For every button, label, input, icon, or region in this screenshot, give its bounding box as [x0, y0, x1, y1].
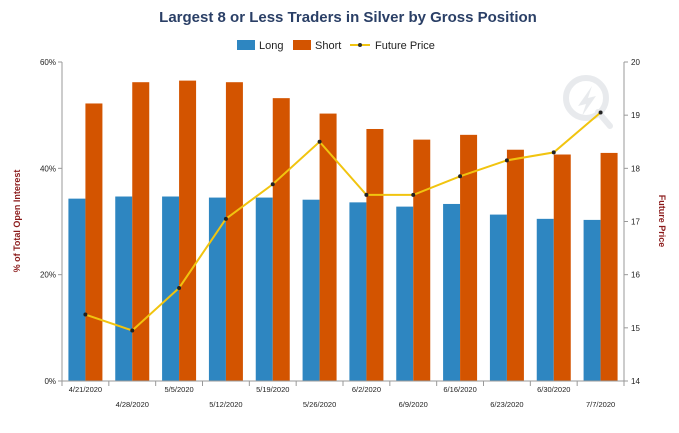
bar-short — [85, 103, 103, 381]
bar-short — [132, 82, 150, 381]
x-tick-label: 5/19/2020 — [256, 385, 289, 394]
bar-long — [489, 214, 507, 381]
point-future-price — [177, 285, 182, 290]
bar-short — [179, 80, 197, 381]
point-future-price — [458, 174, 463, 179]
y2-tick-label: 19 — [631, 111, 640, 120]
y2-tick-label: 14 — [631, 377, 640, 386]
bar-short — [460, 134, 478, 381]
point-future-price — [270, 182, 275, 187]
legend: Long Short Future Price — [237, 40, 435, 52]
bar-short — [600, 152, 618, 381]
legend-swatch-short — [293, 40, 311, 50]
bar-short — [319, 113, 337, 382]
bar-long — [349, 202, 367, 381]
bar-short — [272, 98, 290, 382]
bar-long — [208, 197, 226, 381]
bar-short — [413, 139, 431, 381]
bar-short — [553, 154, 571, 381]
x-tick-label: 6/30/2020 — [537, 385, 570, 394]
point-future-price — [364, 192, 369, 197]
x-tick-label: 5/12/2020 — [209, 400, 242, 409]
point-future-price — [130, 328, 135, 333]
legend-swatch-long — [237, 40, 255, 50]
bar-long — [396, 206, 414, 381]
y2-axis-title: Future Price — [657, 195, 667, 248]
y2-tick-label: 20 — [631, 58, 640, 67]
x-tick-label: 5/26/2020 — [303, 400, 336, 409]
bar-long — [115, 196, 133, 381]
point-future-price — [223, 216, 228, 221]
x-tick-label: 6/16/2020 — [443, 385, 476, 394]
x-tick-label: 6/2/2020 — [352, 385, 381, 394]
x-tick-label: 7/7/2020 — [586, 400, 615, 409]
bar-short — [225, 82, 243, 381]
y-tick-label: 20% — [40, 271, 56, 280]
bar-long — [302, 199, 320, 381]
bar-long — [255, 197, 273, 381]
line-future-price — [85, 111, 602, 332]
watermark-logo — [563, 75, 613, 129]
y-axis-title: % of Total Open Interest — [12, 170, 22, 273]
y-tick-label: 40% — [40, 164, 56, 173]
y2-tick-label: 15 — [631, 324, 640, 333]
legend-label-future-price: Future Price — [375, 40, 435, 52]
x-tick-label: 6/9/2020 — [399, 400, 428, 409]
bar-long — [162, 196, 180, 381]
legend-label-long: Long — [259, 40, 283, 52]
bar-short — [366, 128, 384, 381]
legend-marker-future-price — [358, 43, 362, 47]
x-tick-label: 4/28/2020 — [116, 400, 149, 409]
x-tick-label: 6/23/2020 — [490, 400, 523, 409]
bar-long — [536, 218, 554, 381]
y-tick-label: 0% — [44, 377, 56, 386]
point-future-price — [551, 150, 556, 155]
y2-tick-label: 17 — [631, 218, 640, 227]
y2-tick-label: 16 — [631, 271, 640, 280]
bar-short — [506, 149, 524, 381]
plot-area — [68, 80, 618, 382]
legend-label-short: Short — [315, 40, 341, 52]
point-future-price — [504, 158, 509, 163]
x-tick-label: 5/5/2020 — [164, 385, 193, 394]
x-tick-label: 4/21/2020 — [69, 385, 102, 394]
bar-long — [68, 198, 86, 381]
bar-long — [583, 219, 601, 381]
bar-long — [443, 203, 461, 381]
point-future-price — [317, 139, 322, 144]
chart-title: Largest 8 or Less Traders in Silver by G… — [159, 9, 537, 26]
point-future-price — [83, 312, 88, 317]
y2-tick-label: 18 — [631, 164, 640, 173]
axes: 0% 20% 40% 60% 14 15 16 17 18 19 20 4/21/2020 4/28/2… — [40, 58, 640, 409]
point-future-price — [411, 192, 416, 197]
y-tick-label: 60% — [40, 58, 56, 67]
point-future-price — [598, 110, 603, 115]
